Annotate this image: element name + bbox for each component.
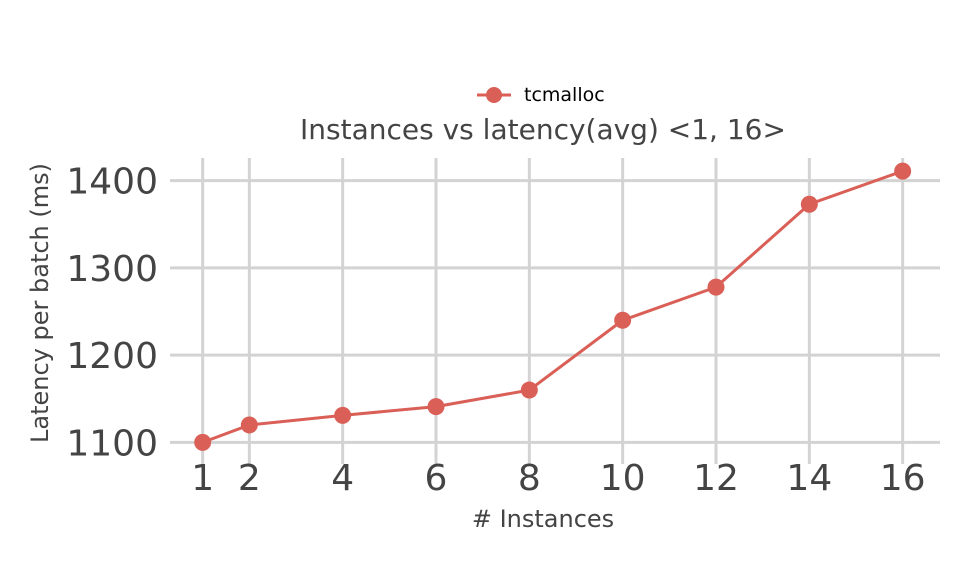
x-tick-label: 4	[331, 458, 354, 499]
x-tick-label: 8	[518, 458, 541, 499]
chart-title: Instances vs latency(avg) <1, 16>	[300, 113, 786, 146]
series-layer	[194, 162, 912, 451]
x-axis-label: # Instances	[472, 505, 614, 533]
data-point	[334, 406, 352, 424]
x-tick-label: 16	[880, 458, 926, 499]
series-line	[202, 169, 904, 444]
y-tick-label: 1300	[66, 249, 158, 290]
data-point	[707, 278, 725, 296]
y-tick-label: 1400	[66, 162, 158, 203]
data-point	[614, 311, 632, 329]
x-tick-label: 10	[600, 458, 646, 499]
data-point	[520, 381, 538, 399]
x-tick-label: 14	[786, 458, 832, 499]
data-point	[427, 398, 445, 416]
y-axis-label: Latency per batch (ms)	[26, 163, 54, 443]
x-tick-label: 12	[693, 458, 739, 499]
data-point	[194, 433, 212, 451]
x-tick-label: 2	[238, 458, 261, 499]
legend-label: tcmalloc	[524, 84, 605, 106]
x-tick-label: 1	[191, 458, 214, 499]
grid-lines	[170, 158, 940, 464]
x-tick-label: 6	[425, 458, 448, 499]
legend-marker	[486, 87, 502, 103]
tick-labels: 1 2 4 6 8 10 12 14 16 1100 1200 1300 1400	[66, 162, 925, 499]
data-point	[800, 195, 818, 213]
y-tick-label: 1100	[66, 423, 158, 464]
data-point	[240, 416, 258, 434]
y-tick-label: 1200	[66, 336, 158, 377]
legend: tcmalloc	[477, 84, 605, 106]
data-point	[894, 162, 912, 180]
